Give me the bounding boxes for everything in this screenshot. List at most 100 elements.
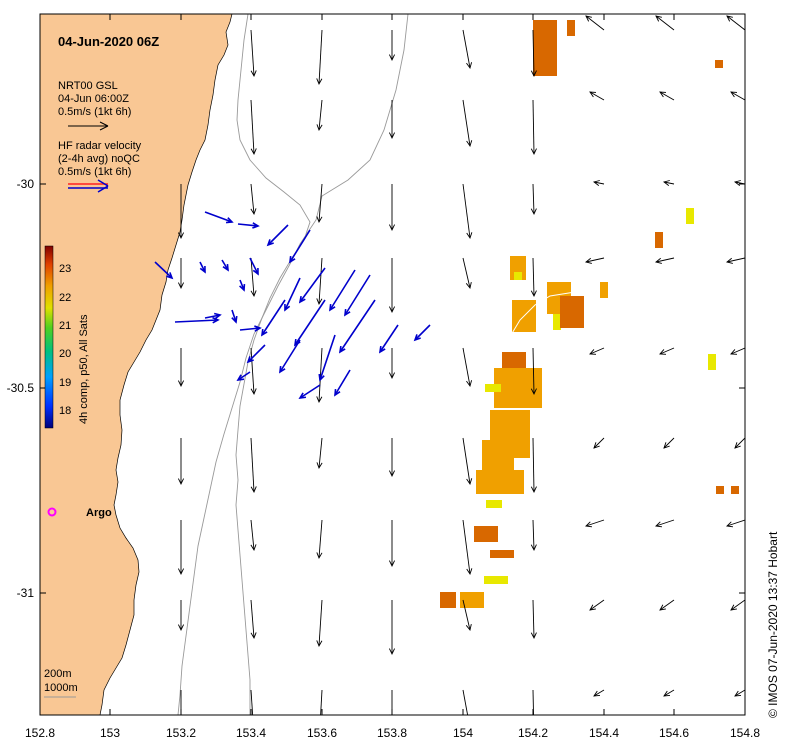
sst-pixel — [500, 576, 508, 584]
sst-pixel — [502, 376, 510, 384]
radar-arrow — [289, 229, 311, 264]
x-tick-label: 153 — [100, 726, 120, 740]
sst-pixel — [533, 28, 541, 36]
argo-marker — [47, 507, 57, 517]
y-tick-label: -31 — [17, 586, 35, 600]
sst-pixel — [547, 298, 555, 306]
model-arrow — [250, 599, 257, 640]
sst-pixel — [518, 256, 526, 264]
sst-pixel — [522, 426, 530, 434]
model-arrow — [589, 91, 605, 101]
x-tick-label: 153.8 — [377, 726, 407, 740]
sst-pixel — [518, 384, 526, 392]
sst-pixel — [526, 384, 534, 392]
model-arrow — [530, 183, 537, 216]
radar-arrow — [260, 299, 286, 337]
radar-arrow — [329, 269, 356, 312]
sst-pixel — [516, 470, 524, 478]
sst-pixel — [484, 470, 492, 478]
colorbar-tick: 19 — [59, 377, 71, 389]
sst-pixel — [512, 300, 520, 308]
model-arrow — [316, 257, 323, 306]
sst-pixel — [506, 448, 514, 456]
land-mass — [40, 14, 233, 715]
sst-pixel — [533, 68, 541, 76]
sst-pixel — [526, 368, 534, 376]
radar-arrow — [237, 222, 260, 229]
sst-pixel — [560, 312, 568, 320]
sst-pixel — [506, 440, 514, 448]
model-name: NRT00 GSL — [58, 80, 118, 92]
model-arrow — [530, 519, 537, 552]
sst-white-contour — [504, 291, 599, 346]
model-arrow — [177, 184, 185, 240]
sst-pixel — [526, 376, 534, 384]
sst-pixel — [534, 392, 542, 400]
model-arrow — [662, 180, 675, 186]
x-tick-label: 154.2 — [518, 726, 548, 740]
sst-pixel — [484, 478, 492, 486]
sst-pixel — [506, 434, 514, 442]
sst-pixel — [533, 44, 541, 52]
sst-pixel — [482, 464, 490, 472]
model-arrow — [177, 520, 185, 576]
model-arrow — [316, 347, 323, 404]
sst-pixel — [528, 308, 536, 316]
sst-pixel — [484, 486, 492, 494]
sst-pixel — [567, 20, 575, 28]
sst-pixel — [516, 486, 524, 494]
colorbar-label: 4h comp, p50, All Sats — [78, 314, 90, 424]
model-arrow — [592, 180, 605, 186]
sst-pixel — [460, 592, 468, 600]
model-arrow — [177, 600, 185, 632]
sst-pixel — [549, 20, 557, 28]
sst-pixel — [549, 68, 557, 76]
sst-pixel — [476, 478, 484, 486]
sst-pixel — [502, 368, 510, 376]
model-arrow — [659, 347, 675, 355]
model-arrow — [388, 30, 396, 62]
sst-pixel — [716, 486, 724, 494]
model-arrow — [530, 599, 537, 640]
sst-pixel — [476, 592, 484, 600]
model-arrow — [388, 520, 396, 568]
sst-pixel — [522, 418, 530, 426]
x-tick-label: 153.2 — [166, 726, 196, 740]
sst-pixel — [490, 464, 498, 472]
sst-pixel — [510, 384, 518, 392]
model-arrow — [250, 183, 257, 216]
sst-pixel — [514, 418, 522, 426]
sst-pixel — [560, 320, 568, 328]
sst-pixel — [492, 576, 500, 584]
model-arrow — [316, 29, 323, 86]
sst-pixel — [518, 376, 526, 384]
radar-arrow — [266, 224, 289, 247]
sst-pixel — [510, 360, 518, 368]
sst-pixel — [514, 450, 522, 458]
y-tick-label: -30 — [17, 177, 35, 191]
sst-pixel — [506, 410, 514, 418]
radar-arrow — [413, 324, 431, 342]
radar-arrow — [221, 259, 229, 272]
model-arrow — [462, 599, 472, 632]
model-arrow — [593, 437, 605, 449]
sst-pixel — [541, 36, 549, 44]
sst-pixel — [568, 312, 576, 320]
sst-pixel — [510, 264, 518, 272]
sst-pixel — [448, 600, 456, 608]
radar-current-arrows — [154, 211, 431, 400]
model-arrow — [589, 599, 605, 611]
radar-arrow — [344, 274, 371, 317]
x-tick-label: 154.8 — [730, 726, 760, 740]
model-arrow — [177, 258, 185, 290]
sst-pixel — [490, 526, 498, 534]
depth-legend-200m: 200m — [44, 668, 72, 680]
model-arrow — [320, 689, 323, 715]
model-arrow — [462, 519, 473, 576]
sst-pixel — [502, 400, 510, 408]
radar-arrow — [334, 369, 351, 397]
radar-arrow — [298, 267, 326, 304]
sst-pixel — [500, 470, 508, 478]
sst-pixel — [731, 486, 739, 494]
